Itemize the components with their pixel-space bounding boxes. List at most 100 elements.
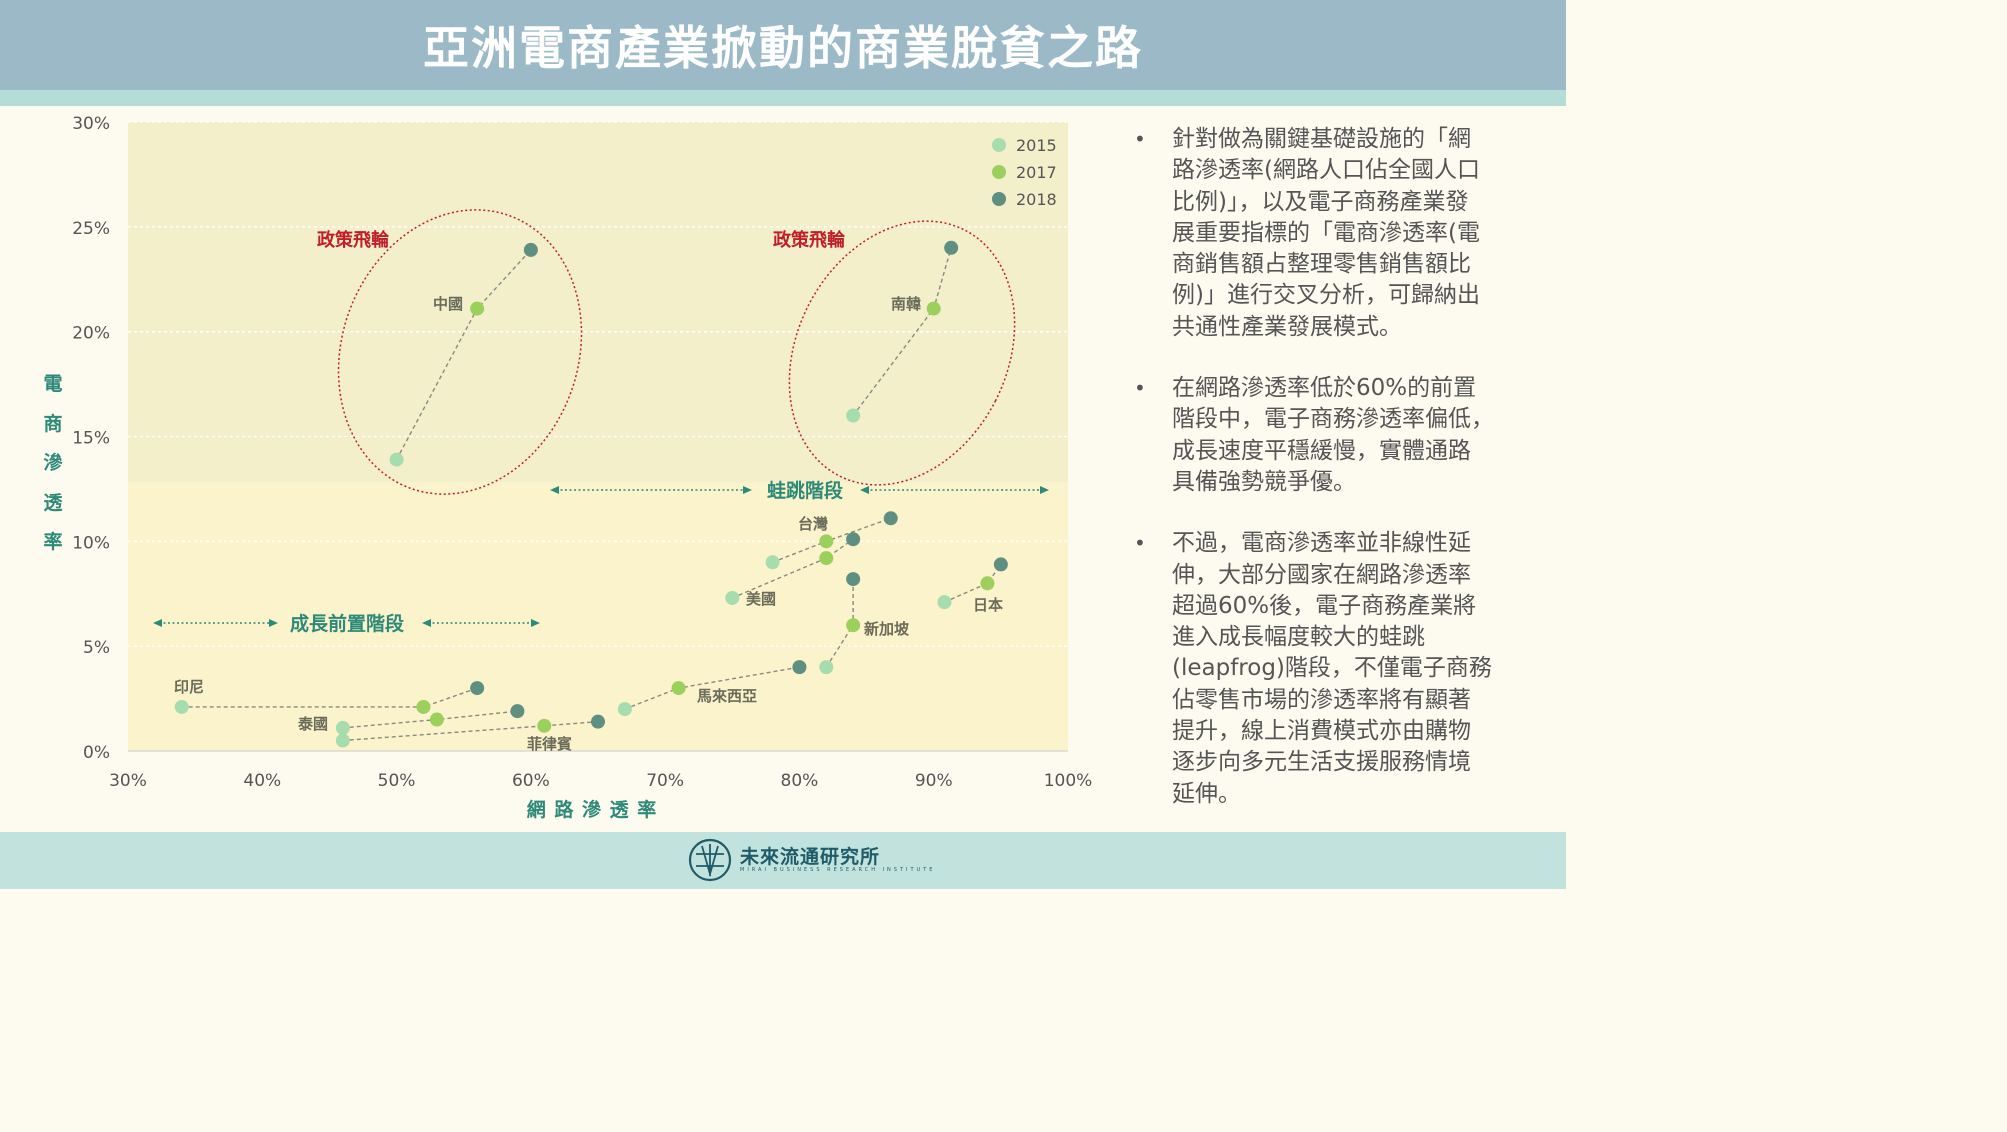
y-tick-label: 10% xyxy=(72,533,110,553)
country-label: 台灣 xyxy=(798,515,828,533)
y-tick-label: 30% xyxy=(72,114,110,134)
policy-label-right: 政策飛輪 xyxy=(773,229,846,251)
bullet-line: 在網路滲透率低於60%的前置 xyxy=(1172,375,1477,402)
data-point xyxy=(591,714,605,729)
country-label: 馬來西亞 xyxy=(697,687,757,705)
data-point xyxy=(765,555,780,570)
y-axis-label-char: 率 xyxy=(43,531,63,553)
leapfrog-arrow-left-head-left xyxy=(550,486,559,494)
data-point xyxy=(429,712,444,727)
country-label: 日本 xyxy=(973,596,1003,614)
bullet-item: • 不過，電商滲透率並非線性延 伸，大部分國家在網路滲透率 超過60%後，電子商務產業… xyxy=(1128,528,1538,810)
data-point xyxy=(537,718,552,733)
bullet-line: 不過，電商滲透率並非線性延 xyxy=(1172,530,1471,557)
leapfrog-arrow-left-head-right xyxy=(743,486,752,494)
bullet-line: 比例)」，以及電子商務產業發 xyxy=(1172,188,1469,215)
bullet-line: 提升，線上消費模式亦由購物 xyxy=(1172,718,1471,745)
data-point xyxy=(617,702,632,717)
y-axis-label-char: 商 xyxy=(43,412,63,435)
data-point xyxy=(926,301,941,316)
x-tick-label: 50% xyxy=(378,771,416,791)
bullet-line: 例)」進行交叉分析，可歸納出 xyxy=(1172,282,1480,309)
legend-label: 2018 xyxy=(1016,190,1057,209)
preliminary-arrow-left-head-left xyxy=(153,619,162,627)
preliminary-arrow-right-head-right xyxy=(531,619,540,627)
leapfrog-arrow-right-head-left xyxy=(860,486,869,494)
y-tick-label: 0% xyxy=(83,743,110,763)
bullet-dot-icon: • xyxy=(1134,376,1146,401)
data-point xyxy=(819,551,834,566)
x-axis-label: 網 路 滲 透 率 xyxy=(527,798,657,821)
bullet-line: 共通性產業發展模式。 xyxy=(1172,313,1402,340)
bullet-line: 針對做為關鍵基礎設施的「網 xyxy=(1172,126,1471,152)
country-label: 南韓 xyxy=(891,295,921,313)
y-tick-label: 15% xyxy=(72,429,110,449)
footer-brand-subname: MIRAI BUSINESS RESEARCH INSTITUTE xyxy=(740,867,936,873)
data-point xyxy=(846,618,861,633)
data-point xyxy=(725,590,740,605)
bullet-line: 成長速度平穩緩慢，實體通路 xyxy=(1172,437,1471,464)
bullet-line: 伸，大部分國家在網路滲透率 xyxy=(1172,561,1471,588)
policy-ellipse-china xyxy=(337,209,583,495)
country-label: 菲律賓 xyxy=(527,735,572,753)
bullet-dot-icon: • xyxy=(1134,127,1146,151)
y-axis-label-char: 透 xyxy=(43,491,63,514)
legend-label: 2017 xyxy=(1016,163,1057,182)
y-axis-label-char: 滲 xyxy=(43,452,63,474)
bullet-line: 逐步向多元生活支援服務情境 xyxy=(1172,749,1471,776)
footer-brand-name: 未來流通研究所 xyxy=(740,846,881,868)
bullet-line: 進入成長幅度較大的蛙跳 xyxy=(1172,624,1425,651)
bullet-dot-icon: • xyxy=(1134,531,1146,556)
scatter-chart: 0% 5% 10% 15% 20% 25% 30% 30% 40% 50% 60% 70% 80% 90%… xyxy=(72,114,1093,821)
data-point xyxy=(671,681,686,696)
preliminary-stage-label: 成長前置階段 xyxy=(290,612,405,635)
title-accent-strip xyxy=(0,90,1566,106)
data-point xyxy=(335,720,350,735)
lower-zone-background xyxy=(128,482,1068,751)
bullet-list: • 針對做為關鍵基礎設施的「網 路滲透率(網路人口佔全國人口 比例)」，以及電子商務產… xyxy=(1128,124,1538,840)
page-title: 亞洲電商產業掀動的商業脫貧之路 xyxy=(423,21,1143,75)
y-axis-label: 電商滲透率 xyxy=(38,365,68,563)
bullet-line: (leapfrog)階段，不僅電子商務 xyxy=(1172,655,1492,682)
preliminary-arrow-left-head-right xyxy=(269,619,278,627)
data-point xyxy=(792,660,807,675)
bullet-line: 具備強勢競爭優。 xyxy=(1172,468,1356,495)
country-label: 中國 xyxy=(433,295,463,313)
y-tick-label: 5% xyxy=(83,638,110,658)
bullet-line: 路滲透率(網路人口佔全國人口 xyxy=(1172,157,1480,184)
upper-zone-background xyxy=(128,122,1068,483)
x-tick-label: 40% xyxy=(243,771,281,791)
data-point xyxy=(174,699,189,714)
data-point xyxy=(846,572,861,587)
bullet-item: • 在網路滲透率低於60%的前置 階段中，電子商務滲透率偏低， 成長速度平穩緩慢，實體… xyxy=(1128,373,1538,498)
footer-bar xyxy=(0,832,1566,889)
data-point xyxy=(470,681,485,696)
bullet-line: 階段中，電子商務滲透率偏低， xyxy=(1172,406,1494,433)
x-tick-label: 90% xyxy=(915,771,953,791)
data-point xyxy=(993,557,1008,572)
y-tick-label: 20% xyxy=(72,324,110,344)
data-point xyxy=(470,301,485,316)
data-point xyxy=(335,733,350,748)
bullet-line: 超過60%後，電子商務產業將 xyxy=(1172,592,1477,619)
data-point xyxy=(846,532,861,547)
country-label: 印尼 xyxy=(174,678,204,696)
leapfrog-arrow-right-head-right xyxy=(1040,486,1049,494)
legend-marker xyxy=(992,192,1006,206)
bullet-line: 佔零售市場的滲透率將有顯著 xyxy=(1172,686,1471,713)
title-banner xyxy=(0,0,1566,90)
y-tick-label: 25% xyxy=(72,219,110,239)
preliminary-arrow-right-head-left xyxy=(422,619,431,627)
x-tick-label: 80% xyxy=(781,771,819,791)
x-tick-label: 30% xyxy=(109,771,147,791)
bullet-line: 延伸。 xyxy=(1172,780,1241,807)
data-point xyxy=(389,452,404,467)
y-axis-label-char: 電 xyxy=(43,373,63,395)
data-point xyxy=(510,704,525,719)
x-tick-label: 60% xyxy=(512,771,550,791)
mirai-logo-icon xyxy=(688,838,732,882)
x-tick-label: 100% xyxy=(1044,771,1093,791)
legend-marker xyxy=(992,138,1006,152)
policy-label-left: 政策飛輪 xyxy=(317,229,390,251)
country-label: 新加坡 xyxy=(864,620,909,638)
